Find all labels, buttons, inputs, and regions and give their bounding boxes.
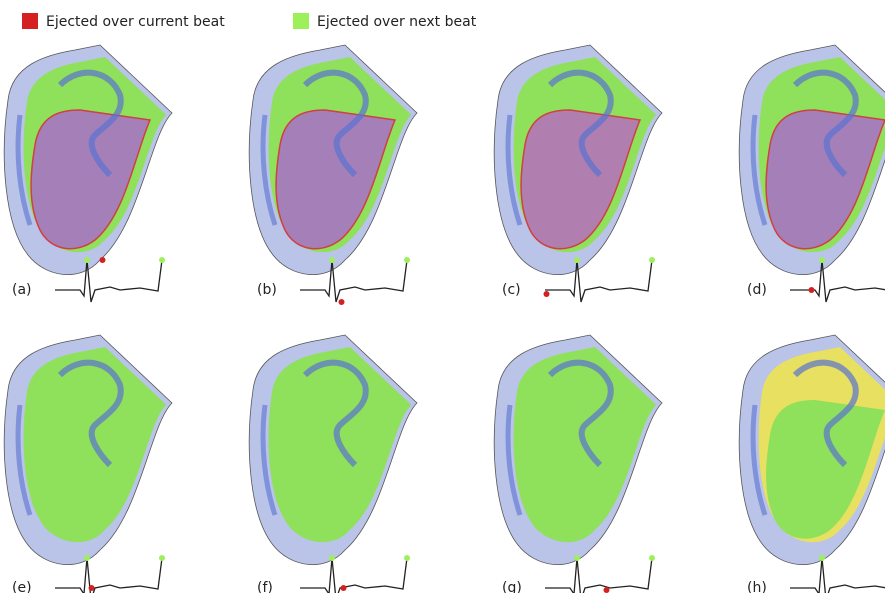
ecg-marker-green [649,257,655,263]
panel-label: (b) [257,282,277,298]
legend-label: Ejected over current beat [46,14,225,30]
panel: (c) [494,45,662,302]
ecg-marker-green [329,555,335,561]
panel-label: (g) [502,580,522,593]
panel-label: (c) [502,282,521,298]
ecg-marker-red [544,291,550,297]
ecg-marker-green [574,257,580,263]
ecg-marker-green [329,257,335,263]
panel: (g) [494,335,662,593]
panel: (e) [4,335,172,593]
panel: (d) [739,45,885,302]
ecg-marker-green [404,555,410,561]
panel-label: (d) [747,282,767,298]
ecg-marker-red [604,587,610,593]
legend-swatch-green [293,13,309,29]
ecg-marker-green [159,555,165,561]
ecg-marker-green [649,555,655,561]
ecg-marker-green [159,257,165,263]
panel-label: (h) [747,580,767,593]
ecg-marker-green [819,257,825,263]
legend-label: Ejected over next beat [317,14,477,30]
panel-label: (e) [12,580,32,593]
ecg-marker-green [574,555,580,561]
legend-swatch-red [22,13,38,29]
panel: (a) [4,45,172,302]
ecg-marker-green [84,555,90,561]
ecg-marker-red [100,257,106,263]
ecg-marker-red [89,585,95,591]
ecg-marker-green [84,257,90,263]
panel-label: (a) [12,282,32,298]
panel: (b) [249,45,417,305]
panel-label: (f) [257,580,273,593]
panel: (f) [249,335,417,593]
ecg-marker-green [404,257,410,263]
panel: (h) [739,335,885,593]
ecg-marker-red [339,299,345,305]
figure: Ejected over current beat Ejected over n… [0,0,885,593]
ecg-marker-red [809,287,815,293]
ecg-marker-green [819,555,825,561]
ecg-marker-red [341,585,347,591]
